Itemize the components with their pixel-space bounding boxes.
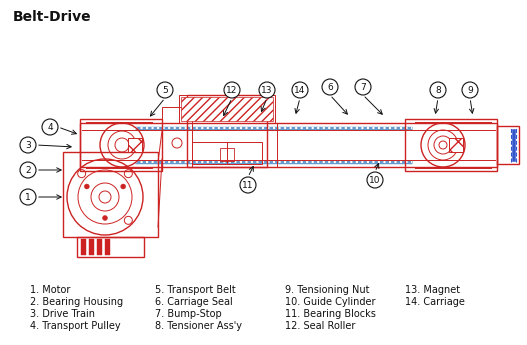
Text: 4. Transport Pulley: 4. Transport Pulley xyxy=(30,321,121,331)
Bar xyxy=(89,239,94,255)
Text: 8. Tensioner Ass'y: 8. Tensioner Ass'y xyxy=(155,321,242,331)
Circle shape xyxy=(20,162,36,178)
Text: 12: 12 xyxy=(226,86,238,95)
Text: Belt-Drive: Belt-Drive xyxy=(13,10,92,24)
Circle shape xyxy=(355,79,371,95)
Text: 5. Transport Belt: 5. Transport Belt xyxy=(155,285,236,295)
Text: 5: 5 xyxy=(162,86,168,95)
Circle shape xyxy=(259,82,275,98)
Bar xyxy=(449,138,463,152)
Bar xyxy=(512,129,515,161)
Text: 13. Magnet: 13. Magnet xyxy=(405,285,460,295)
Text: 6. Carriage Seal: 6. Carriage Seal xyxy=(155,297,233,307)
Circle shape xyxy=(224,82,240,98)
Text: 11. Bearing Blocks: 11. Bearing Blocks xyxy=(285,309,376,319)
Text: 9: 9 xyxy=(467,86,473,95)
Bar xyxy=(192,142,262,164)
Circle shape xyxy=(430,82,446,98)
Bar xyxy=(105,239,110,255)
Circle shape xyxy=(292,82,308,98)
Text: 8: 8 xyxy=(435,86,441,95)
Text: 9. Tensioning Nut: 9. Tensioning Nut xyxy=(285,285,369,295)
Text: 7: 7 xyxy=(360,82,366,91)
Text: 1: 1 xyxy=(25,193,31,201)
Text: 2: 2 xyxy=(25,166,31,175)
Bar xyxy=(181,97,273,121)
Bar xyxy=(128,138,142,152)
Bar xyxy=(63,152,158,237)
Circle shape xyxy=(157,82,173,98)
Circle shape xyxy=(42,119,58,135)
Circle shape xyxy=(20,137,36,153)
Text: 13: 13 xyxy=(261,86,273,95)
Text: 3: 3 xyxy=(25,140,31,149)
Text: 4: 4 xyxy=(47,122,53,131)
Text: 2. Bearing Housing: 2. Bearing Housing xyxy=(30,297,123,307)
Circle shape xyxy=(84,184,89,189)
Circle shape xyxy=(121,184,125,189)
Circle shape xyxy=(102,216,108,220)
Bar xyxy=(497,126,519,164)
Text: 14. Carriage: 14. Carriage xyxy=(405,297,465,307)
Text: 10: 10 xyxy=(369,176,380,185)
Text: 3. Drive Train: 3. Drive Train xyxy=(30,309,95,319)
Text: 7. Bump-Stop: 7. Bump-Stop xyxy=(155,309,222,319)
Circle shape xyxy=(462,82,478,98)
Bar xyxy=(80,119,162,171)
Bar xyxy=(80,123,497,167)
Bar xyxy=(97,239,102,255)
Bar xyxy=(277,123,405,167)
Bar xyxy=(220,148,234,161)
Text: 11: 11 xyxy=(242,180,253,189)
Circle shape xyxy=(322,79,338,95)
Bar xyxy=(77,237,144,257)
Text: 12. Seal Roller: 12. Seal Roller xyxy=(285,321,355,331)
Bar xyxy=(179,95,275,123)
Bar xyxy=(162,107,192,167)
Text: 10. Guide Cylinder: 10. Guide Cylinder xyxy=(285,297,376,307)
Circle shape xyxy=(240,177,256,193)
Text: 14: 14 xyxy=(294,86,306,95)
Circle shape xyxy=(367,172,383,188)
Bar xyxy=(187,95,267,167)
Text: 6: 6 xyxy=(327,82,333,91)
Bar xyxy=(405,119,497,171)
Bar xyxy=(81,239,86,255)
Text: 1. Motor: 1. Motor xyxy=(30,285,71,295)
Circle shape xyxy=(20,189,36,205)
